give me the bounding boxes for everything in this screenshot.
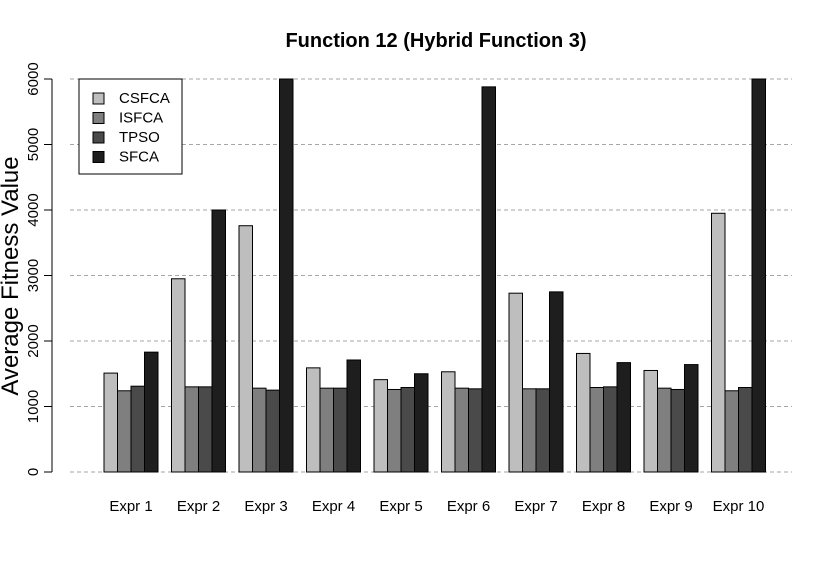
bar-csfca-5 [373,379,388,473]
bar-csfca-7 [508,292,523,473]
y-tick-label: 5000 [25,128,42,161]
legend-label-csfca: CSFCA [119,90,170,107]
bar-sfca-6 [481,86,496,473]
bar-csfca-10 [711,212,726,473]
x-tick-label: Expr 2 [177,498,220,515]
legend-swatch-tpso [92,131,105,144]
bar-isfca-4 [319,387,334,473]
bar-tpso-8 [603,386,618,473]
x-axis-tick-labels: Expr 1 Expr 2 Expr 3 Expr 4 Expr 5 Expr 6 Expr… [109,498,764,515]
x-tick-label: Expr 5 [379,498,422,515]
bar-tpso-4 [333,387,348,473]
bar-isfca-3 [252,387,267,473]
bar-isfca-7 [522,388,537,473]
bar-isfca-9 [657,387,672,473]
bar-csfca-2 [171,278,186,473]
y-tick-label: 2000 [25,324,42,357]
bar-tpso-3 [265,389,280,473]
y-tick-label: 0 [25,468,42,476]
bar-sfca-4 [346,359,361,473]
bar-csfca-6 [441,371,456,473]
bar-csfca-4 [306,367,321,473]
legend-swatch-csfca [92,92,105,105]
bar-isfca-10 [724,390,739,473]
bar-sfca-9 [684,364,699,473]
bar-isfca-8 [589,387,604,473]
bar-csfca-9 [643,369,658,473]
legend-label-isfca: ISFCA [119,110,163,127]
bar-isfca-5 [387,388,402,473]
bar-sfca-2 [211,209,226,473]
bar-tpso-1 [130,385,145,473]
y-tick-label: 6000 [25,62,42,95]
y-tick-label: 1000 [25,390,42,423]
bar-tpso-9 [670,388,685,473]
bar-tpso-2 [198,386,213,473]
bars [103,78,766,473]
legend-label-sfca: SFCA [119,149,159,166]
y-tick-label: 4000 [25,193,42,226]
x-tick-label: Expr 1 [109,498,152,515]
bar-isfca-2 [184,386,199,473]
bar-tpso-7 [535,388,550,473]
bar-sfca-7 [549,291,564,473]
chart-title: Function 12 (Hybrid Function 3) [285,30,586,52]
x-tick-label: Expr 8 [582,498,625,515]
bar-isfca-1 [117,390,132,473]
bar-tpso-5 [400,387,415,473]
x-tick-label: Expr 6 [447,498,490,515]
bar-sfca-1 [144,351,159,473]
legend-swatch-sfca [92,151,105,163]
y-axis-label: Average Fitness Value [0,156,24,395]
bar-csfca-8 [576,352,591,473]
x-tick-label: Expr 7 [514,498,557,515]
x-tick-label: Expr 4 [312,498,355,515]
bar-sfca-10 [751,78,766,473]
bar-isfca-6 [454,387,469,473]
bar-sfca-5 [414,373,429,473]
y-tick-label: 3000 [25,259,42,292]
bar-sfca-3 [279,78,294,473]
legend: CSFCA ISFCA TPSO SFCA [78,78,183,175]
bar-csfca-3 [238,225,253,473]
x-tick-label: Expr 9 [649,498,692,515]
x-tick-label: Expr 3 [244,498,287,515]
legend-swatch-isfca [92,112,105,124]
x-tick-label: Expr 10 [713,498,765,515]
bar-tpso-6 [468,388,483,473]
bar-tpso-10 [738,387,753,473]
legend-label-tpso: TPSO [119,129,160,146]
y-axis: 0 1000 2000 3000 4000 5000 6000 [25,62,53,476]
bar-csfca-1 [103,372,118,473]
bar-sfca-8 [616,362,631,473]
